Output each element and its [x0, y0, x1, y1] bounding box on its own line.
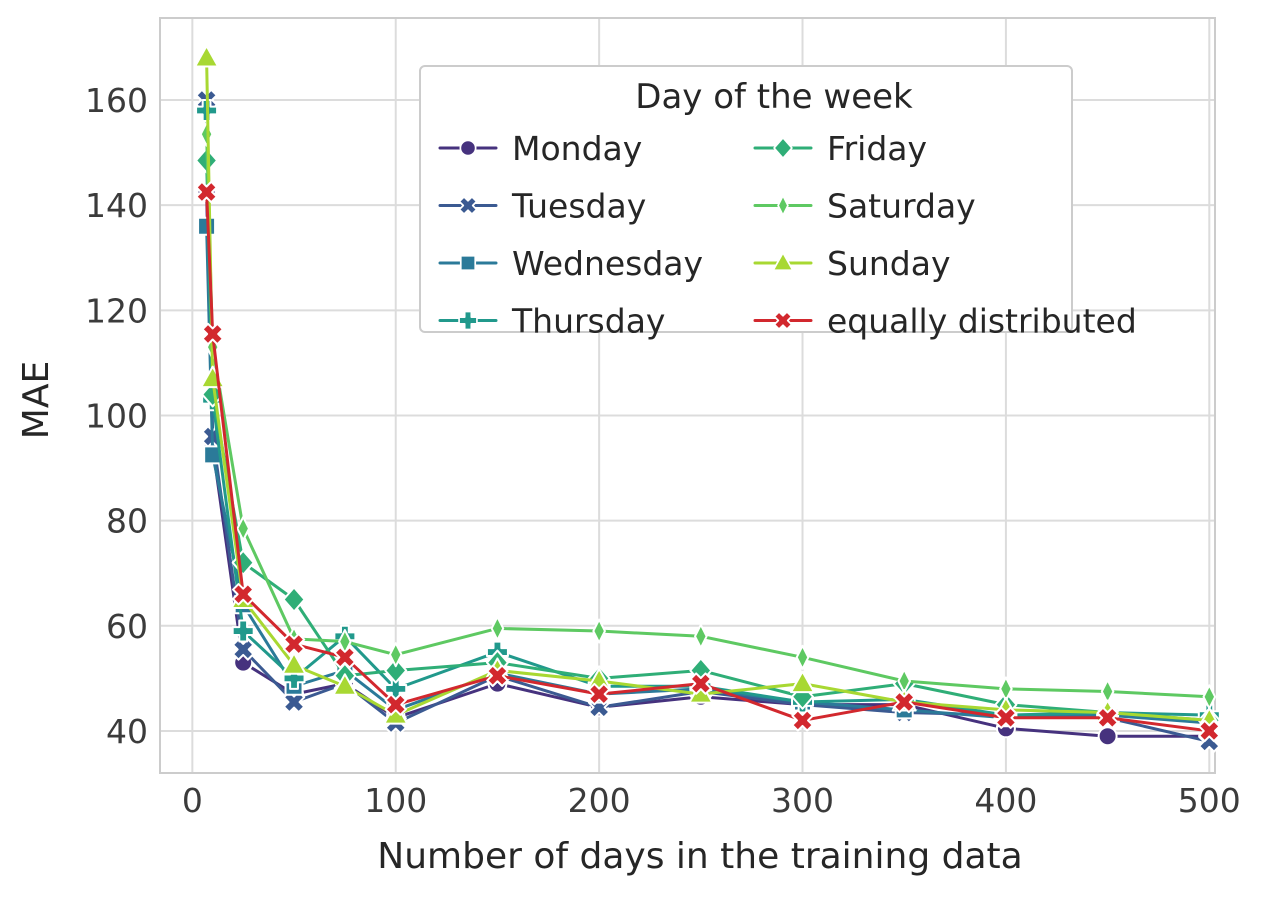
- legend-label-friday: Friday: [827, 129, 927, 168]
- marker-equally-distributed: [282, 633, 306, 656]
- legend-item-equally-distributed: equally distributed: [753, 302, 1137, 341]
- x-tick-label: 0: [182, 781, 203, 820]
- legend-marker-monday: [459, 139, 477, 157]
- marker-equally-distributed: [1096, 706, 1119, 729]
- marker-equally-distributed: [384, 693, 407, 716]
- series-line-sunday: [205, 56, 1211, 722]
- marker-equally-distributed: [791, 709, 814, 732]
- legend-label-sunday: Sunday: [827, 244, 950, 283]
- legend-marker-tuesday: [458, 195, 478, 216]
- marker-equally-distributed: [201, 322, 224, 346]
- marker-friday: [384, 657, 408, 684]
- series-line-friday: [205, 158, 1211, 722]
- marker-sunday: [790, 670, 816, 694]
- marker-equally-distributed: [333, 646, 357, 669]
- y-tick-label: 120: [85, 291, 148, 330]
- series-equally-distributed: [195, 180, 1221, 743]
- marker-sunday: [281, 652, 307, 675]
- x-tick-label: 300: [771, 781, 834, 820]
- legend-item-wednesday: Wednesday: [438, 244, 703, 283]
- series-line-saturday: [205, 132, 1211, 699]
- marker-saturday: [694, 623, 708, 649]
- legend-item-tuesday: Tuesday: [438, 187, 646, 226]
- y-tick-label: 60: [106, 607, 148, 646]
- marker-equally-distributed: [195, 180, 218, 204]
- legend-title: Day of the week: [635, 77, 913, 117]
- marker-equally-distributed: [893, 690, 916, 714]
- marker-monday: [1097, 726, 1118, 747]
- y-tick-label: 160: [85, 81, 148, 120]
- x-axis-label: Number of days in the training data: [377, 836, 1022, 877]
- y-tick-label: 100: [85, 396, 148, 435]
- marker-sunday: [332, 673, 358, 696]
- legend-label-saturday: Saturday: [827, 187, 976, 226]
- series-line-equally-distributed: [205, 190, 1211, 733]
- x-tick-label: 100: [364, 781, 427, 820]
- marker-saturday: [490, 615, 505, 641]
- x-tick-label: 200: [568, 781, 631, 820]
- legend-box: [419, 65, 1073, 333]
- legend-marker-sunday: [772, 251, 794, 272]
- legend-item-saturday: Saturday: [753, 187, 976, 226]
- y-tick-label: 80: [106, 502, 148, 541]
- marker-saturday: [388, 642, 403, 668]
- legend-marker-wednesday: [459, 254, 477, 272]
- y-axis-label: MAE: [16, 361, 57, 439]
- legend-marker-thursday: [458, 310, 478, 331]
- marker-thursday: [231, 619, 255, 643]
- legend-label-wednesday: Wednesday: [512, 244, 703, 283]
- marker-saturday: [592, 618, 606, 644]
- marker-friday: [282, 586, 306, 613]
- tick-labels: 0 100 200 300 400 500 40 60 80 100 120 140 160: [85, 81, 1241, 820]
- marker-equally-distributed: [1198, 719, 1221, 743]
- legend-item-thursday: Thursday: [438, 302, 665, 341]
- legend-label-tuesday: Tuesday: [511, 187, 646, 226]
- marker-saturday: [795, 644, 810, 670]
- marker-equally-distributed: [587, 682, 611, 706]
- legend-label-monday: Monday: [512, 129, 642, 168]
- legend-item-friday: Friday: [753, 129, 927, 168]
- x-tick-label: 400: [974, 781, 1037, 820]
- legend-label-equally-distributed: equally distributed: [827, 302, 1137, 341]
- marker-equally-distributed: [232, 583, 255, 606]
- marker-equally-distributed: [486, 664, 509, 687]
- marker-saturday: [236, 516, 250, 542]
- legend-item-monday: Monday: [438, 129, 642, 168]
- x-tick-label: 500: [1178, 781, 1241, 820]
- legend-marker-saturday: [777, 194, 789, 217]
- axes-spines: [159, 17, 1216, 774]
- marker-equally-distributed: [689, 672, 713, 695]
- legend: Day of the week Monday Tuesday Wednesday Thu…: [419, 65, 1137, 341]
- y-tick-label: 140: [85, 186, 148, 225]
- legend-marker-equally-distributed: [773, 310, 793, 331]
- legend-marker-friday: [773, 136, 793, 160]
- marker-equally-distributed: [994, 706, 1018, 729]
- y-tick-label: 40: [106, 712, 148, 751]
- legend-item-sunday: Sunday: [753, 244, 950, 283]
- marker-sunday: [194, 44, 220, 68]
- legend-label-thursday: Thursday: [511, 302, 665, 341]
